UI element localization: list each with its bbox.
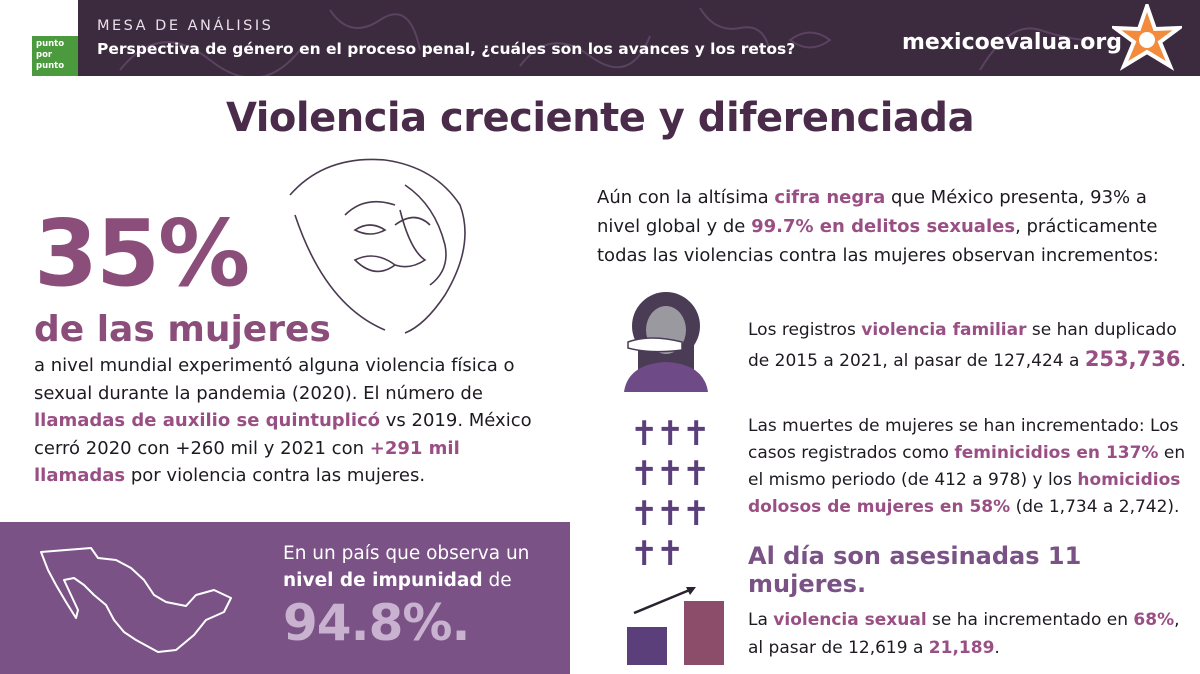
sexual-violence-text: La violencia sexual se ha incrementado e…: [748, 610, 1180, 658]
family-violence-text: Los registros violencia familiar se han …: [748, 320, 1186, 371]
cross-icon: ✝: [630, 534, 659, 574]
face-line-art-icon: [289, 158, 466, 334]
crosses-icon-group: ✝ ✝ ✝ ✝ ✝ ✝ ✝ ✝ ✝ ✝ ✝: [630, 414, 711, 574]
tall-bar: [684, 601, 724, 665]
cross-icon: ✝: [656, 494, 685, 534]
cross-icon: ✝: [682, 494, 711, 534]
deaths-text: Las muertes de mujeres se han incrementa…: [748, 416, 1186, 517]
stat-label: de las mujeres: [34, 309, 331, 350]
increase-bars-icon: [627, 587, 724, 665]
cross-icon: ✝: [630, 454, 659, 494]
punto-por-punto-logo[interactable]: punto por punto: [0, 0, 78, 76]
arrow-line: [633, 587, 693, 615]
cross-icon: ✝: [682, 414, 711, 454]
impunity-text: En un país que observa un nivel de impun…: [283, 543, 530, 591]
silenced-woman-icon: [624, 292, 708, 392]
left-paragraph: a nivel mundial experimentó alguna viole…: [34, 355, 532, 486]
cross-icon: ✝: [630, 414, 659, 454]
page-title: Violencia creciente y diferenciada: [225, 95, 975, 141]
impunity-box: En un país que observa un nivel de impun…: [0, 522, 570, 674]
star-logo-icon: [1112, 4, 1182, 71]
small-bar: [627, 627, 667, 665]
arrow-head: [686, 587, 696, 595]
site-link[interactable]: mexicoevalua.org: [902, 30, 1122, 55]
cross-icon: ✝: [682, 454, 711, 494]
stat-35-percent: 35%: [34, 200, 250, 307]
daily-killings: Al día son asesinadas 11 mujeres.: [748, 542, 1082, 598]
right-intro-paragraph: Aún con la altísima cifra negra que Méxi…: [597, 187, 1159, 266]
impunity-value: 94.8%.: [283, 594, 470, 652]
decorative-line-art: [119, 7, 1091, 76]
header-bar: punto por punto MESA DE ANÁLISIS Perspec…: [0, 0, 1200, 76]
mexico-map-icon: [40, 547, 232, 653]
cross-icon: ✝: [630, 494, 659, 534]
cross-icon: ✝: [656, 454, 685, 494]
header-subtitle: Perspectiva de género en el proceso pena…: [97, 40, 796, 58]
cross-icon: ✝: [656, 414, 685, 454]
header-kicker: MESA DE ANÁLISIS: [97, 18, 274, 34]
cross-icon: ✝: [656, 534, 685, 574]
